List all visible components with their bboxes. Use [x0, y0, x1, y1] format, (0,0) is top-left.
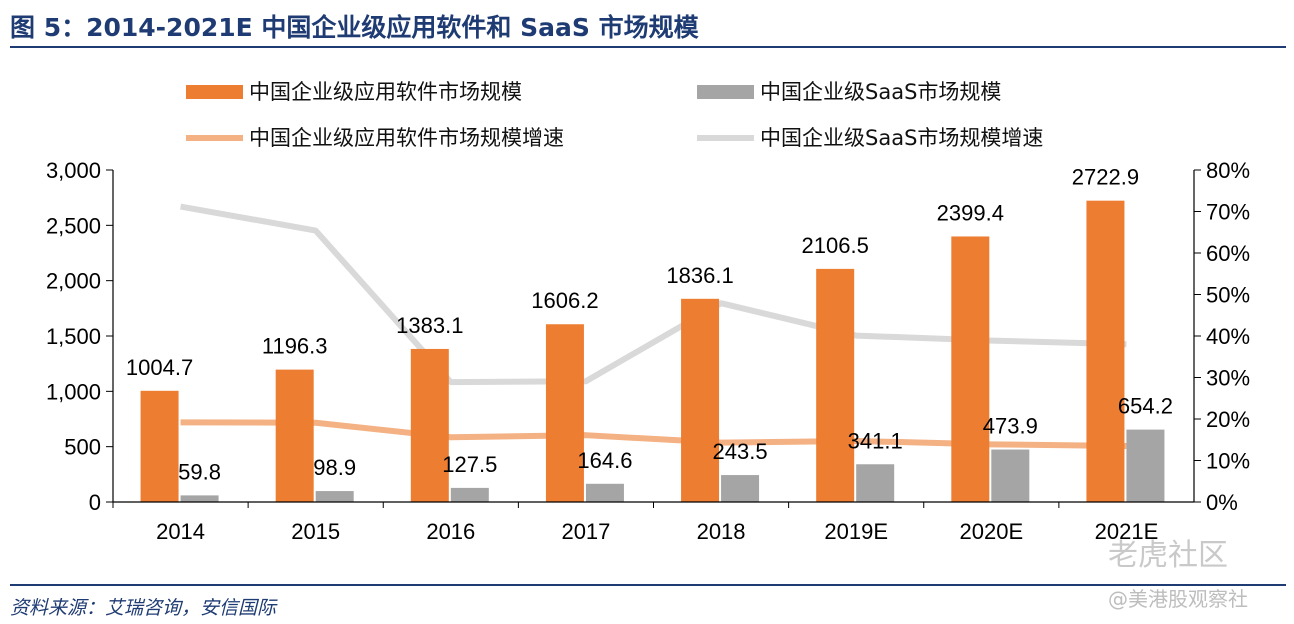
- software-bar: [140, 390, 179, 502]
- right-tick-label: 80%: [1206, 158, 1250, 183]
- software-bar: [816, 268, 855, 502]
- bars: [140, 200, 1165, 503]
- x-tick-label: 2020E: [960, 519, 1024, 544]
- software-value-label: 1836.1: [666, 263, 733, 288]
- legend-label: 中国企业级SaaS市场规模增速: [760, 126, 1043, 150]
- saas-bar: [991, 449, 1030, 502]
- saas-value-label: 98.9: [313, 455, 356, 480]
- legend-label: 中国企业级应用软件市场规模增速: [249, 126, 564, 150]
- saas-value-label: 127.5: [442, 452, 497, 477]
- legend-label: 中国企业级应用软件市场规模: [249, 80, 522, 104]
- chart-title: 图 5：2014-2021E 中国企业级应用软件和 SaaS 市场规模: [10, 13, 699, 42]
- x-tick-label: 2015: [291, 519, 340, 544]
- saas-bar: [315, 491, 354, 502]
- left-tick-label: 2,000: [46, 269, 101, 294]
- software-bar: [275, 369, 314, 502]
- right-tick-label: 70%: [1206, 200, 1250, 225]
- data-labels: 1004.7 1196.3 1383.1 1606.2 1836.1 2106.5 2399…: [126, 165, 1173, 485]
- right-tick-label: 10%: [1206, 449, 1250, 474]
- watermark-handle: @美港股观察社: [1108, 587, 1248, 611]
- legend-swatch-bar: [697, 85, 754, 99]
- right-tick-label: 40%: [1206, 324, 1250, 349]
- saas-bar: [721, 475, 760, 502]
- software-bar: [681, 298, 720, 502]
- x-tick-label: 2021E: [1095, 519, 1159, 544]
- software-value-label: 2722.9: [1072, 165, 1139, 190]
- right-tick-label: 60%: [1206, 241, 1250, 266]
- legend-swatch-bar: [186, 85, 243, 99]
- software-bar: [951, 236, 990, 502]
- software-value-label: 1383.1: [396, 313, 463, 338]
- saas-value-label: 164.6: [577, 448, 632, 473]
- right-tick-label: 20%: [1206, 407, 1250, 432]
- x-tick-label: 2018: [697, 519, 746, 544]
- x-tick-label: 2019E: [824, 519, 888, 544]
- footer-divider: [10, 584, 1286, 586]
- source-note: 资料来源：艾瑞咨询，安信国际: [10, 597, 277, 619]
- x-tick-label: 2014: [156, 519, 205, 544]
- saas-bar: [450, 487, 489, 502]
- left-tick-label: 3,000: [46, 158, 101, 183]
- saas-bar: [180, 495, 219, 502]
- saas-value-label: 59.8: [178, 459, 221, 484]
- x-tick-label: 2016: [426, 519, 475, 544]
- left-tick-label: 1,000: [46, 379, 101, 404]
- saas-value-label: 654.2: [1118, 394, 1173, 419]
- title-divider: [10, 46, 1286, 48]
- legend-label: 中国企业级SaaS市场规模: [760, 80, 1001, 104]
- chart-canvas: 中国企业级应用软件市场规模 中国企业级SaaS市场规模中国企业级应用软件市场规模增…: [46, 80, 1250, 544]
- left-tick-label: 0: [89, 490, 101, 515]
- right-tick-label: 30%: [1206, 366, 1250, 391]
- x-tick-label: 2017: [561, 519, 610, 544]
- right-tick-label: 0%: [1206, 490, 1238, 515]
- saas-bar: [1126, 429, 1165, 502]
- legend: 中国企业级应用软件市场规模 中国企业级SaaS市场规模中国企业级应用软件市场规模增…: [186, 80, 1043, 150]
- left-tick-label: 500: [64, 435, 101, 460]
- axes: 0 500 1,000 1,500 2,000 2,500 3,000 0% 10% 20% 30%…: [46, 158, 1250, 544]
- watermark-logo: 老虎社区: [1108, 538, 1228, 573]
- software-value-label: 2106.5: [802, 233, 869, 258]
- software-value-label: 2399.4: [937, 200, 1004, 225]
- left-tick-label: 2,500: [46, 213, 101, 238]
- saas-value-label: 473.9: [983, 414, 1038, 439]
- software-bar: [1086, 200, 1125, 503]
- saas-value-label: 243.5: [713, 439, 768, 464]
- right-tick-label: 50%: [1206, 283, 1250, 308]
- software-bar: [410, 348, 449, 502]
- software-bar: [545, 324, 584, 502]
- software-value-label: 1196.3: [262, 334, 328, 359]
- left-tick-label: 1,500: [46, 324, 101, 349]
- software-value-label: 1004.7: [126, 355, 193, 380]
- saas-bar: [856, 464, 895, 502]
- software-value-label: 1606.2: [531, 288, 598, 313]
- saas-value-label: 341.1: [848, 428, 903, 453]
- saas-bar: [585, 483, 624, 502]
